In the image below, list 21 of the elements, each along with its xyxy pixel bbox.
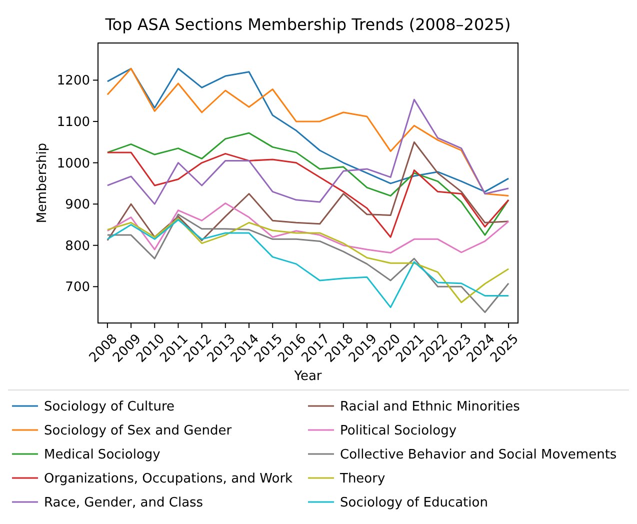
legend-label: Race, Gender, and Class <box>44 496 204 511</box>
y-tick-label: 1200 <box>56 74 90 89</box>
legend-label: Collective Behavior and Social Movements <box>340 448 617 463</box>
legend-label: Sociology of Sex and Gender <box>44 424 232 439</box>
line-series <box>106 202 510 254</box>
y-tick-label: 1100 <box>56 115 90 130</box>
legend-label: Racial and Ethnic Minorities <box>340 400 520 415</box>
y-tick-label: 900 <box>65 198 90 213</box>
chart-title: Top ASA Sections Membership Trends (2008–2025) <box>104 15 511 34</box>
legend-label: Sociology of Education <box>340 496 488 511</box>
y-tick-label: 1000 <box>56 156 90 172</box>
y-tick-label: 700 <box>65 280 90 296</box>
legend-label: Sociology of Culture <box>44 400 175 415</box>
legend-label: Political Sociology <box>340 424 457 439</box>
legend-label: Theory <box>339 472 386 487</box>
legend-label: Organizations, Occupations, and Work <box>44 472 294 487</box>
x-axis-title: Year <box>293 369 322 384</box>
y-axis-title: Membership <box>35 142 50 224</box>
line-series <box>106 98 510 205</box>
y-tick-label: 800 <box>65 238 90 254</box>
legend-label: Medical Sociology <box>44 448 161 463</box>
